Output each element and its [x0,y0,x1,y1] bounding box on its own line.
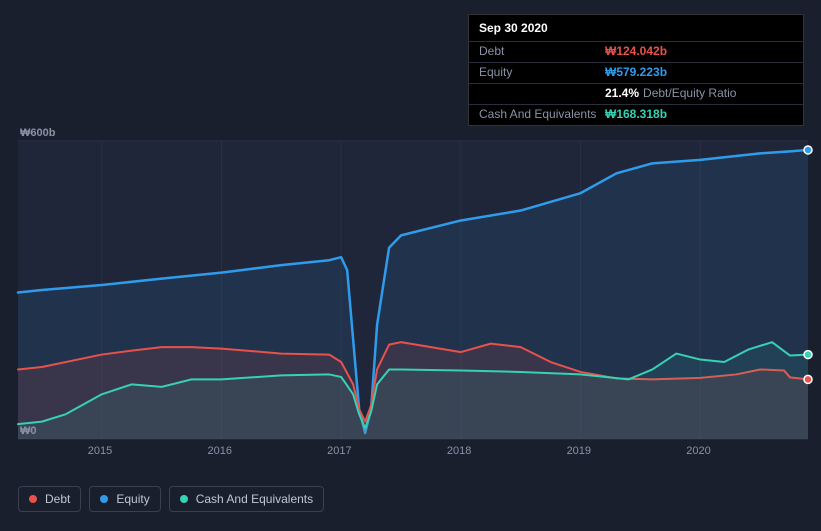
tooltip-value: ₩579.223b [605,65,667,79]
tooltip-suffix: Debt/Equity Ratio [643,86,736,100]
chart-legend: Debt Equity Cash And Equivalents [18,486,324,512]
legend-item[interactable]: Debt [18,486,81,512]
tooltip-label: Cash And Equivalents [479,107,605,121]
tooltip-date: Sep 30 2020 [469,15,803,41]
legend-dot [180,495,188,503]
tooltip-value: ₩124.042b [605,44,667,58]
x-axis-label: 2016 [207,445,231,457]
x-axis-label: 2019 [567,445,591,457]
tooltip-label [479,86,605,100]
x-axis-label: 2017 [327,445,351,457]
tooltip-value: ₩168.318b [605,107,667,121]
tooltip-value: 21.4% [605,86,639,100]
tooltip-row: 21.4% Debt/Equity Ratio [469,83,803,104]
chart-tooltip: Sep 30 2020 Debt₩124.042bEquity₩579.223b… [468,14,804,126]
y-axis-label: ₩600b [20,127,55,139]
legend-dot [29,495,37,503]
legend-label: Debt [45,492,70,506]
y-axis-label: ₩0 [20,425,37,437]
legend-label: Cash And Equivalents [196,492,313,506]
tooltip-row: Debt₩124.042b [469,41,803,62]
legend-item[interactable]: Equity [89,486,160,512]
tooltip-row: Cash And Equivalents₩168.318b [469,104,803,125]
tooltip-row: Equity₩579.223b [469,62,803,83]
tooltip-label: Debt [479,44,605,58]
x-axis-label: 2015 [88,445,112,457]
legend-dot [100,495,108,503]
legend-label: Equity [116,492,149,506]
legend-item[interactable]: Cash And Equivalents [169,486,324,512]
tooltip-label: Equity [479,65,605,79]
x-axis-label: 2020 [686,445,710,457]
x-axis-label: 2018 [447,445,471,457]
